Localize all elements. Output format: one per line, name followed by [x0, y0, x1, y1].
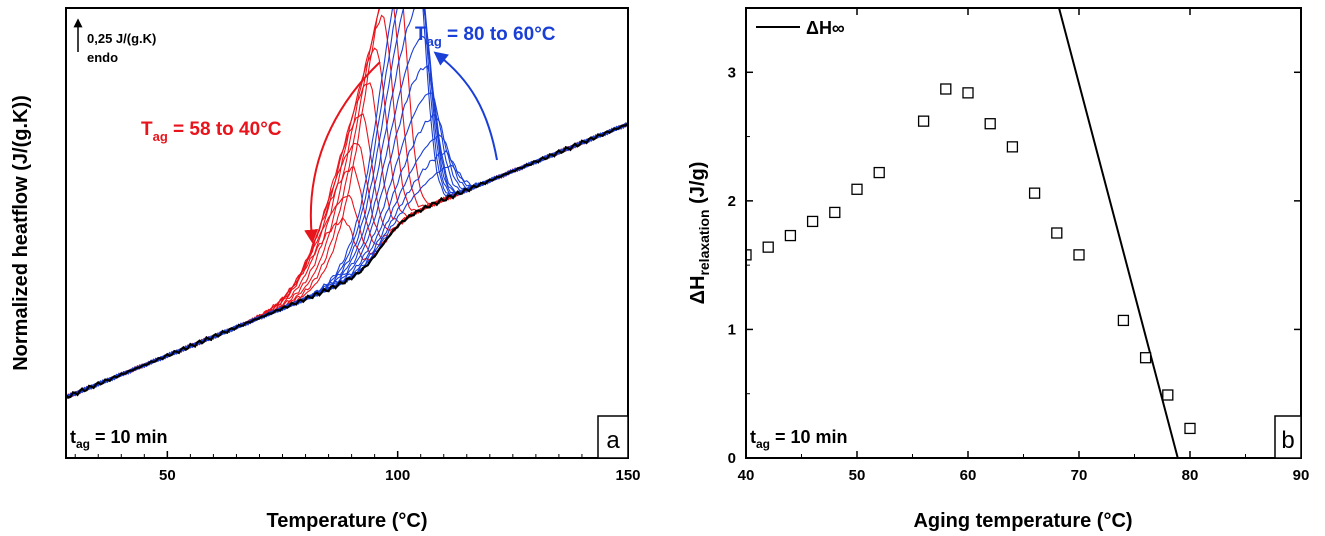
panel-b-x-axis-label: Aging temperature (°C) [913, 510, 1132, 532]
panel-a-frame [65, 7, 629, 459]
blue-curve-80 [66, 122, 628, 398]
data-point-78 [1162, 389, 1174, 401]
data-point-58 [940, 83, 952, 95]
data-point-48 [829, 206, 841, 219]
data-point-68 [1051, 227, 1063, 239]
panel-b-label-box [1274, 415, 1302, 459]
panel-b-y-tick-label-0: 0 [728, 450, 736, 467]
red-curve-54 [66, 14, 628, 399]
panel-b-y-tick-label-2: 2 [728, 193, 736, 210]
data-point-42 [762, 241, 774, 253]
panel-b-label: b [1281, 427, 1294, 454]
panel-b-x-tick-label-80: 80 [1182, 467, 1199, 484]
panel-a-label-box [597, 415, 629, 459]
blue-curve-78 [66, 123, 628, 400]
data-point-80 [1184, 422, 1196, 435]
data-point-44 [784, 229, 797, 242]
panel-b-aging-time: tag = 10 min [750, 427, 848, 451]
legend-blue-group: Tag = 80 to 60°C [415, 24, 556, 49]
data-point-66 [1028, 187, 1041, 199]
data-point-40 [746, 249, 752, 261]
red-curve-58 [66, 8, 628, 398]
blue-curve-76 [66, 121, 628, 399]
data-point-64 [1006, 141, 1019, 153]
panel-b-x-tick-label-50: 50 [849, 467, 866, 484]
blue-curve-68 [66, 35, 628, 398]
scale-bar-value: 0,25 J/(g.K) [87, 31, 156, 46]
panel-a-x-tick-label-50: 50 [159, 467, 176, 484]
data-point-56 [917, 115, 930, 127]
legend-red-group: Tag = 58 to 40°C [141, 119, 282, 144]
data-point-60 [962, 87, 974, 99]
data-point-74 [1117, 314, 1130, 327]
panel-a-x-ticks: 50 100 150 [74, 451, 641, 484]
data-point-76 [1139, 352, 1152, 364]
panel-b-marks [746, 8, 1196, 458]
blue-direction-arrow [433, 51, 498, 161]
data-point-70 [1073, 249, 1085, 261]
panel-b-x-tick-label-90: 90 [1293, 467, 1310, 484]
red-direction-arrow [304, 61, 381, 244]
panel-b-x-tick-label-70: 70 [1071, 467, 1088, 484]
panel-b-ticks: 40 50 60 70 80 90 0 1 2 3 [728, 8, 1310, 484]
panel-a-y-axis-label: Normalized heatflow (J/(g.K)) [10, 95, 32, 371]
panel-b-frame [745, 7, 1302, 459]
panel-b: 40 50 60 70 80 90 0 1 2 3 ΔH∞ tag = 10 min b Agin… [687, 7, 1310, 532]
panel-b-y-tick-label-3: 3 [728, 64, 736, 81]
data-point-50 [851, 183, 863, 195]
panel-b-x-tick-label-60: 60 [960, 467, 977, 484]
data-point-62 [984, 118, 996, 130]
red-curve-42 [66, 122, 628, 399]
panel-a: 50 100 150 0,25 J/(g.K) endo Tag = 58 to 4… [10, 7, 641, 532]
panel-a-curves [66, 8, 628, 400]
panel-a-label: a [606, 427, 620, 454]
legend-line-label: ΔH∞ [806, 18, 845, 38]
data-point-46 [806, 215, 819, 228]
panel-a-aging-time: tag = 10 min [70, 427, 168, 451]
panel-a-x-tick-label-150: 150 [615, 467, 640, 484]
panel-b-y-tick-label-1: 1 [728, 321, 736, 338]
blue-curve-66 [66, 8, 628, 399]
red-curve-46 [66, 121, 628, 398]
panel-b-x-tick-label-40: 40 [738, 467, 755, 484]
scale-bar-direction: endo [87, 50, 118, 65]
panel-a-x-axis-label: Temperature (°C) [267, 510, 428, 532]
data-point-52 [873, 166, 885, 179]
panel-b-y-axis-label: ΔHrelaxation (J/g) [687, 162, 712, 305]
red-curve-40 [66, 123, 628, 398]
blue-curve-70 [66, 65, 628, 399]
reference-curve [66, 122, 628, 399]
red-curve-44 [66, 122, 628, 400]
delta-h-infinity-line [1058, 8, 1179, 458]
panel-a-x-tick-label-100: 100 [385, 467, 410, 484]
